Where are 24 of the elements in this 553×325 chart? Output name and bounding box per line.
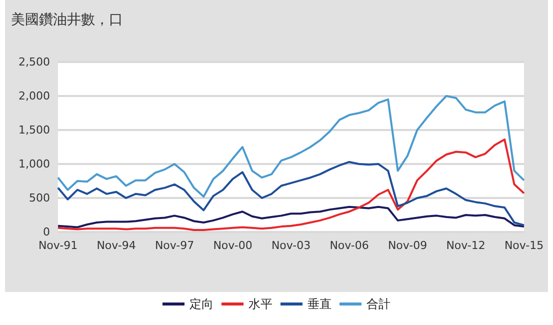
line-series bbox=[57, 206, 525, 228]
y-tick-label: 1,000 bbox=[18, 158, 50, 170]
y-tick-label: 500 bbox=[29, 192, 50, 204]
y-tick-label: 2,000 bbox=[18, 90, 50, 102]
x-tick-label: Nov-15 bbox=[504, 239, 544, 252]
y-tick-label: 1,500 bbox=[18, 124, 50, 136]
legend-label: 垂直 bbox=[308, 297, 332, 311]
x-tick-label: Nov-91 bbox=[38, 239, 78, 252]
x-tick-label: Nov-03 bbox=[271, 239, 311, 252]
line-series bbox=[57, 138, 525, 231]
y-tick-label: 0 bbox=[43, 226, 50, 238]
x-tick-label: Nov-12 bbox=[446, 239, 486, 252]
chart-title: 美國鑽油井數，口 bbox=[11, 12, 123, 28]
x-tick-label: Nov-06 bbox=[330, 239, 369, 252]
legend-label: 定向 bbox=[190, 297, 214, 311]
legend-label: 水平 bbox=[248, 297, 272, 311]
line-series bbox=[57, 160, 525, 226]
x-tick-label: Nov-94 bbox=[96, 239, 136, 252]
x-tick-label: Nov-00 bbox=[213, 239, 252, 252]
legend-label: 合計 bbox=[366, 297, 390, 311]
y-tick-label: 2,500 bbox=[18, 56, 50, 68]
x-tick-label: Nov-97 bbox=[154, 239, 194, 252]
line-series bbox=[57, 95, 525, 198]
x-tick-label: Nov-09 bbox=[388, 239, 428, 252]
